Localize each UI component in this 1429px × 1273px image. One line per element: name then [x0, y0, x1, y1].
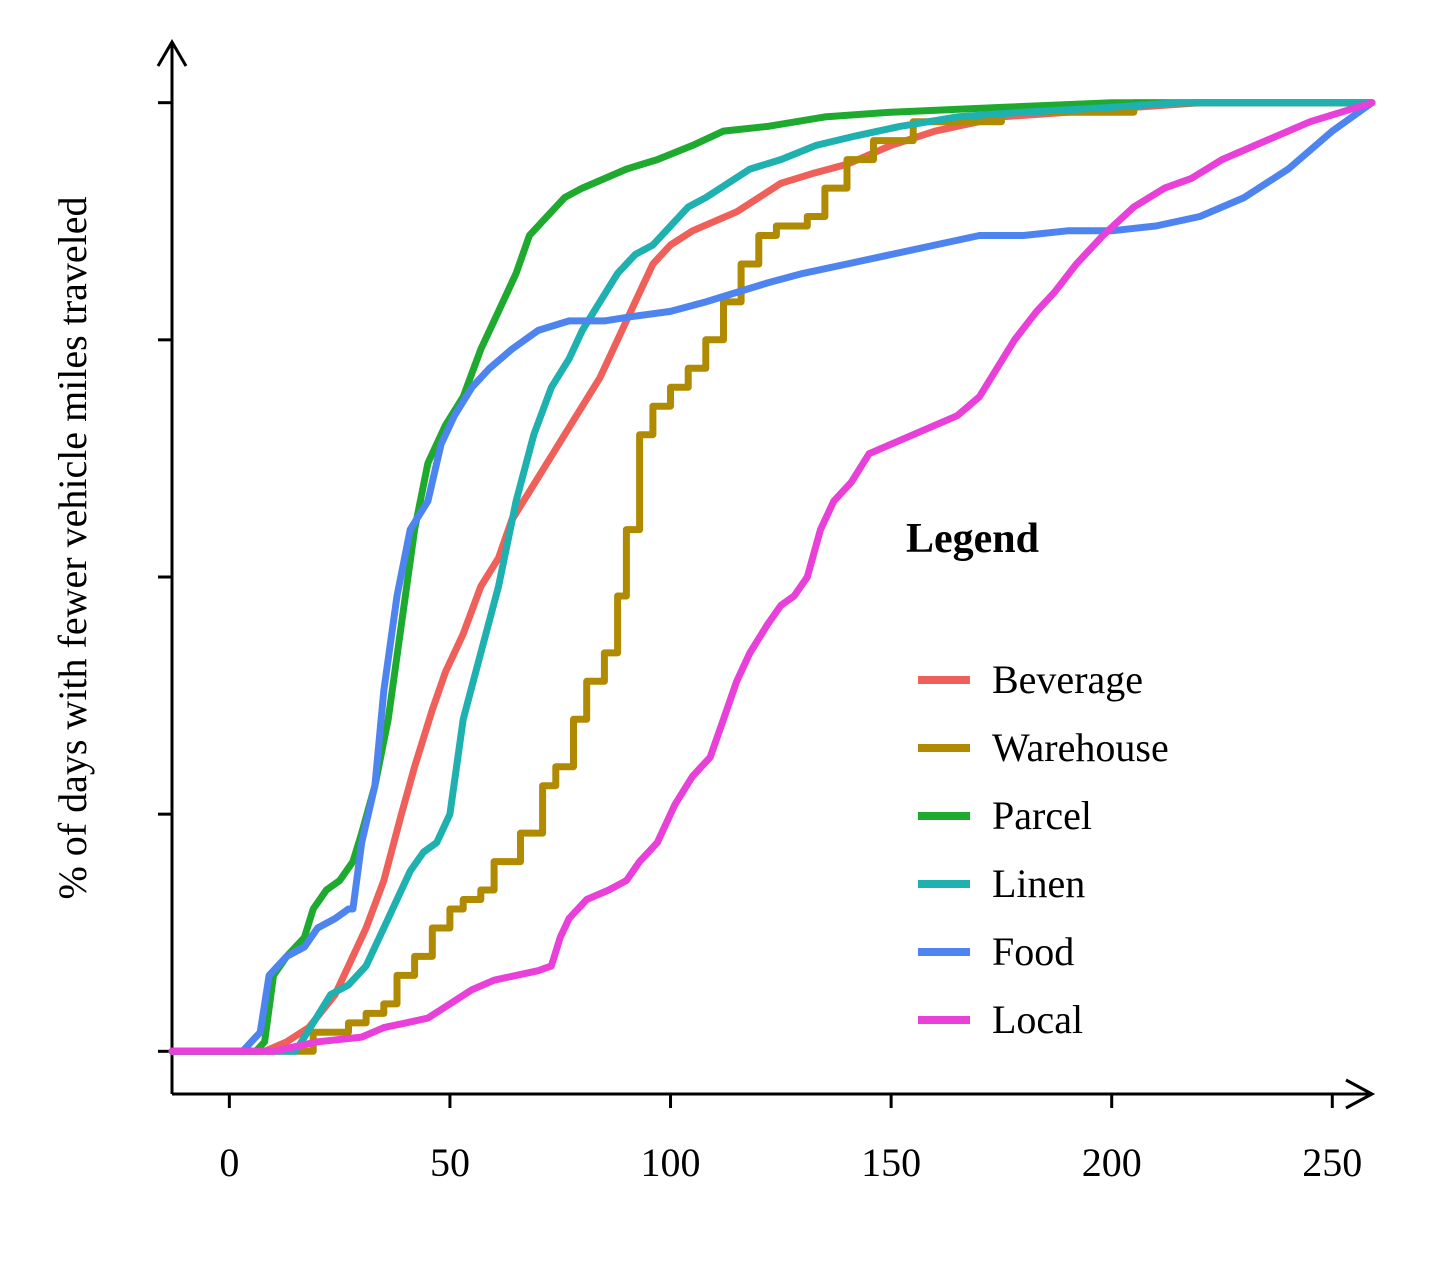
series-group	[168, 99, 1376, 1055]
series-line-linen	[168, 99, 1376, 1055]
legend-label-food: Food	[992, 929, 1074, 974]
series-line-parcel	[168, 99, 1376, 1055]
series-line-food	[168, 99, 1376, 1055]
legend-label-linen: Linen	[992, 861, 1085, 906]
legend: Legend Beverage Warehouse Parcel Linen Food L…	[906, 516, 1169, 1042]
y-axis-label: % of days with fewer vehicle miles trave…	[50, 196, 95, 899]
x-axis-arrow	[1345, 1078, 1376, 1110]
x-tick-label: 50	[430, 1140, 470, 1185]
legend-label-local: Local	[992, 997, 1083, 1042]
y-ticks	[158, 101, 172, 1053]
x-tick-label: 200	[1082, 1140, 1142, 1185]
legend-label-parcel: Parcel	[992, 793, 1092, 838]
x-tick-label: 150	[861, 1140, 921, 1185]
y-axis-arrow	[156, 39, 188, 67]
legend-label-beverage: Beverage	[992, 657, 1143, 702]
series-line-warehouse	[168, 99, 1376, 1055]
x-tick-label: 0	[219, 1140, 239, 1185]
axes	[156, 39, 1376, 1110]
x-tick-label: 250	[1302, 1140, 1362, 1185]
x-tick-label: 100	[641, 1140, 701, 1185]
legend-label-warehouse: Warehouse	[992, 725, 1169, 770]
x-ticks: 0 50 100 150 200 250	[219, 1094, 1362, 1185]
series-line-local	[168, 99, 1376, 1055]
legend-title: Legend	[906, 516, 1039, 562]
